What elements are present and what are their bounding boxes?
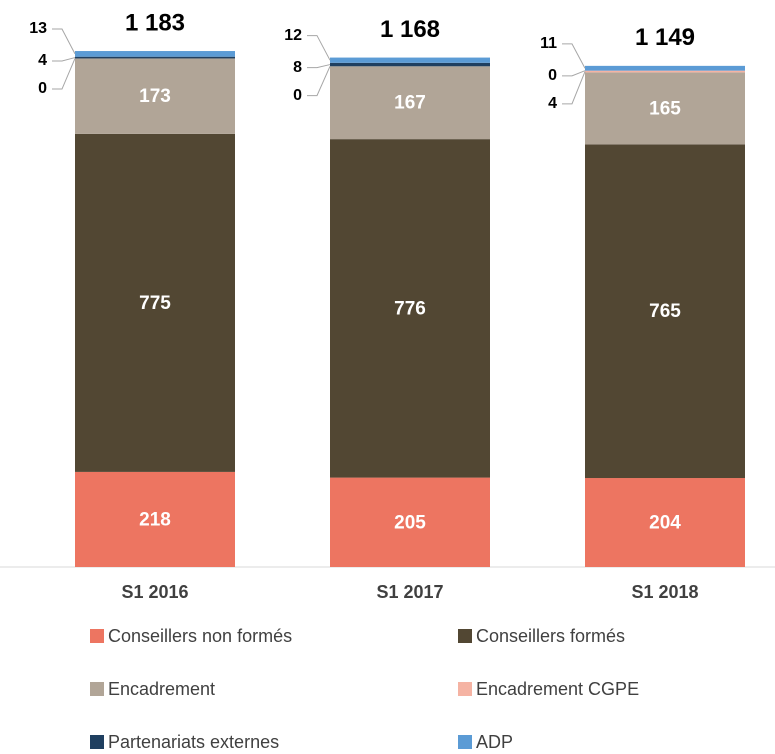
data-label: 173 xyxy=(139,86,171,107)
total-label: 1 149 xyxy=(635,24,695,51)
bar-segment xyxy=(585,478,745,567)
leader-line xyxy=(52,28,76,55)
bar-segment xyxy=(330,66,490,140)
leader-line xyxy=(52,58,76,90)
x-tick-label: S1 2016 xyxy=(121,582,188,602)
legend-swatch xyxy=(458,629,472,643)
x-tick-label: S1 2017 xyxy=(376,582,443,602)
bar-segment xyxy=(585,70,745,73)
legend-swatch xyxy=(90,735,104,749)
bar-segment xyxy=(330,477,490,567)
x-tick-label: S1 2018 xyxy=(631,582,698,602)
data-label: 0 xyxy=(293,87,302,104)
bar-segment xyxy=(75,133,235,472)
leader-line xyxy=(562,70,586,77)
data-label: 4 xyxy=(38,52,47,69)
leader-line xyxy=(52,57,76,62)
data-label: 0 xyxy=(38,80,47,97)
data-label: 776 xyxy=(394,298,426,319)
legend-label: Partenariats externes xyxy=(108,732,279,752)
data-label: 775 xyxy=(139,293,171,314)
legend-label: Encadrement xyxy=(108,679,215,699)
data-label: 205 xyxy=(394,512,426,533)
total-label: 1 183 xyxy=(125,9,185,36)
leader-line xyxy=(307,64,331,69)
legend-label: Conseillers non formés xyxy=(108,626,292,646)
legend-swatch xyxy=(90,629,104,643)
data-label: 167 xyxy=(394,93,426,114)
data-label: 11 xyxy=(540,35,557,52)
total-label: 1 168 xyxy=(380,16,440,43)
bar-segment xyxy=(585,72,745,145)
data-label: 4 xyxy=(548,95,557,112)
legend-swatch xyxy=(90,682,104,696)
leader-line xyxy=(562,43,586,69)
data-label: 765 xyxy=(649,301,681,322)
data-label: 13 xyxy=(29,20,47,37)
legend-label: Conseillers formés xyxy=(476,626,625,646)
legend-label: ADP xyxy=(476,732,513,752)
data-label: 0 xyxy=(548,67,557,84)
data-label: 204 xyxy=(649,513,681,534)
bar-segment xyxy=(330,139,490,478)
leader-line xyxy=(307,66,331,97)
bar-segment xyxy=(585,65,745,71)
leader-line xyxy=(562,71,586,105)
data-label: 12 xyxy=(284,27,302,44)
bar-segment xyxy=(585,144,745,479)
bar-segment xyxy=(75,56,235,59)
bar-segment xyxy=(75,51,235,57)
bar-segment xyxy=(330,57,490,63)
legend-swatch xyxy=(458,682,472,696)
legend-label: Encadrement CGPE xyxy=(476,679,639,699)
leader-line xyxy=(307,35,331,61)
bar-segment xyxy=(75,471,235,567)
legend-swatch xyxy=(458,735,472,749)
data-label: 218 xyxy=(139,509,171,530)
data-label: 8 xyxy=(293,59,302,76)
bar-segment xyxy=(75,58,235,134)
data-label: 165 xyxy=(649,98,681,119)
bar-segment xyxy=(330,62,490,67)
